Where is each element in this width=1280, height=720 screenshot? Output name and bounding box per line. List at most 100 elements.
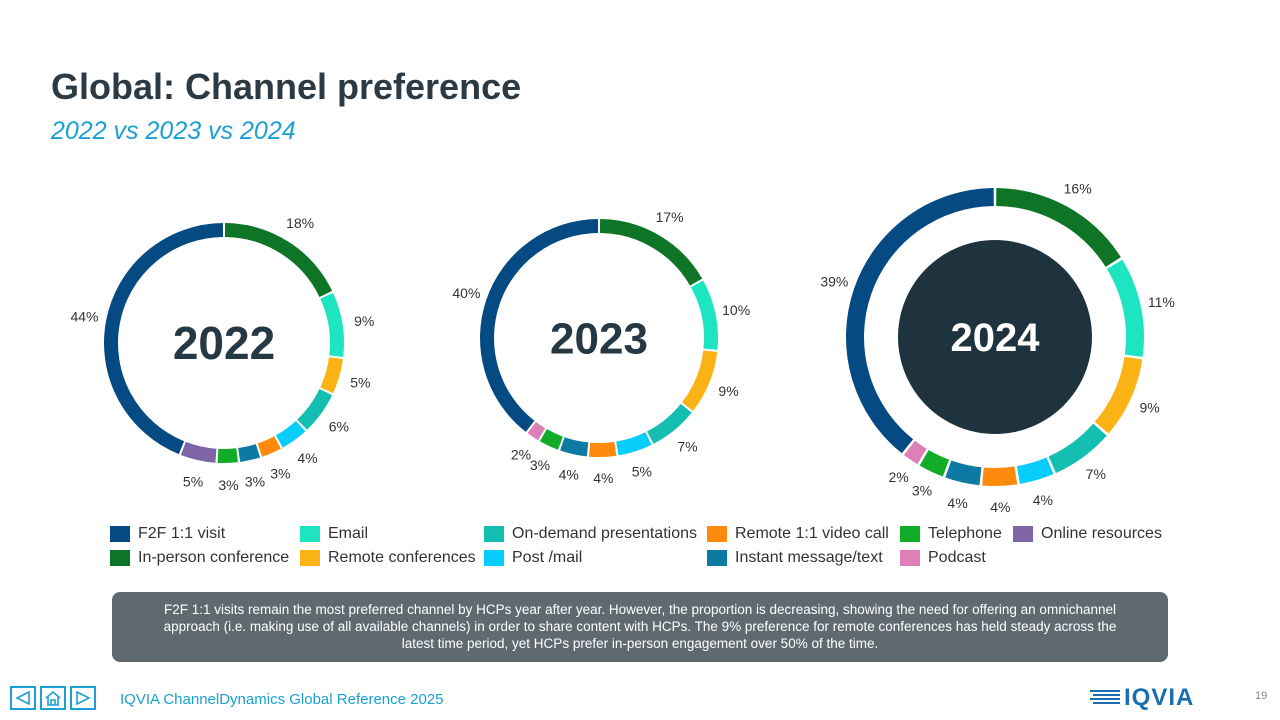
donut-year-label: 2022 (173, 317, 275, 369)
donut-slice-f2f-1-1-visit (846, 188, 994, 454)
donut-slice-email (690, 280, 718, 350)
slice-value-label: 4% (559, 467, 579, 483)
donut-slice-in-person-conference (996, 188, 1121, 268)
legend-swatch (484, 526, 504, 542)
slice-value-label: 2% (888, 469, 908, 485)
legend-swatch (110, 550, 130, 566)
legend-swatch (300, 550, 320, 566)
next-slide-button[interactable] (70, 686, 96, 710)
slide-navigation (10, 686, 96, 710)
donut-charts: 18% 9% 5% 6% 4% 3% 3% 3% 5% 44% 2022 17% 10% 9% 7% 5% 4%… (70, 180, 1175, 514)
donut-slice-on-demand-presentations (297, 388, 333, 430)
donut-slice-podcast (527, 421, 546, 441)
summary-callout: F2F 1:1 visits remain the most preferred… (112, 592, 1168, 662)
donut-slice-on-demand-presentations (1048, 423, 1107, 473)
slice-value-label: 7% (677, 438, 697, 454)
donut-slice-online-resources (180, 441, 217, 463)
donut-slice-email (1106, 259, 1144, 357)
donut-chart-2022: 18% 9% 5% 6% 4% 3% 3% 3% 5% 44% 2022 (70, 215, 374, 493)
slice-value-label: 4% (1033, 492, 1053, 508)
donut-chart-2024: 16% 11% 9% 7% 4% 4% 4% 3%2% 39% 2024 (820, 180, 1175, 514)
donut-slice-remote-conferences (681, 350, 718, 411)
home-slide-button[interactable] (40, 686, 66, 710)
legend-item-f2f-1-1-visit: F2F 1:1 visit (110, 525, 225, 543)
donut-year-label: 2023 (550, 314, 648, 363)
chart-legend: F2F 1:1 visit In-person conference Email Re… (110, 525, 1190, 575)
legend-swatch (110, 526, 130, 542)
slice-value-label: 9% (1140, 400, 1160, 416)
slice-value-label: 4% (947, 495, 967, 511)
slice-value-label: 3% (245, 474, 265, 490)
logo-text: IQVIA (1124, 684, 1195, 711)
donut-slice-email (320, 292, 344, 357)
slice-value-label: 10% (722, 302, 750, 318)
legend-label: Email (328, 525, 369, 542)
slice-value-label: 16% (1064, 180, 1092, 196)
slice-value-label: 17% (656, 209, 684, 225)
legend-label: F2F 1:1 visit (138, 525, 226, 542)
slice-value-label: 4% (297, 450, 317, 466)
legend-swatch (900, 550, 920, 566)
donut-slice-f2f-1-1-visit (104, 223, 224, 455)
donut-slice-remote-conferences (1094, 356, 1143, 434)
legend-label: Remote conferences (328, 549, 476, 566)
slice-value-label: 3% (912, 482, 932, 498)
legend-item-remote-1-1-video-call: Remote 1:1 video call (707, 525, 889, 543)
legend-label: Telephone (928, 525, 1002, 542)
legend-label: On-demand presentations (512, 525, 697, 542)
legend-label: Post /mail (512, 549, 583, 566)
donut-slice-post-mail (275, 420, 306, 448)
legend-item-email: Email (300, 525, 368, 543)
slice-value-label: 3% (218, 477, 238, 493)
legend-item-remote-conferences: Remote conferences (300, 549, 476, 567)
legend-item-podcast: Podcast (900, 549, 986, 567)
slice-value-label: 7% (1086, 466, 1106, 482)
slice-value-label: 5% (632, 463, 652, 479)
slice-value-label: 9% (718, 383, 738, 399)
page-title: Global: Channel preference (51, 66, 522, 107)
donut-slice-f2f-1-1-visit (480, 219, 599, 432)
legend-item-instant-message-text: Instant message/text (707, 549, 883, 567)
legend-swatch (707, 526, 727, 542)
legend-swatch (484, 550, 504, 566)
donut-slice-on-demand-presentations (646, 403, 692, 444)
donut-slice-remote-1-1-video-call (588, 441, 617, 457)
legend-item-post-mail: Post /mail (484, 549, 582, 567)
logo-lines-icon (1090, 690, 1120, 704)
legend-label: Online resources (1041, 525, 1162, 542)
prev-icon (15, 691, 30, 705)
donut-slice-post-mail (615, 432, 652, 456)
legend-label: Remote 1:1 video call (735, 525, 889, 542)
slice-value-label: 6% (329, 418, 349, 434)
donut-slice-remote-1-1-video-call (982, 466, 1018, 486)
slice-value-label: 44% (70, 308, 98, 324)
donut-slice-post-mail (1016, 457, 1054, 484)
slice-value-label: 11% (1148, 294, 1175, 310)
legend-label: Podcast (928, 549, 986, 566)
slice-value-label: 2% (511, 446, 531, 462)
legend-item-online-resources: Online resources (1013, 525, 1162, 543)
slice-value-label: 3% (270, 465, 290, 481)
slice-value-label: 4% (593, 470, 613, 486)
slice-value-label: 39% (820, 273, 848, 289)
legend-item-telephone: Telephone (900, 525, 1002, 543)
donut-chart-2023: 17% 10% 9% 7% 5% 4% 4% 3%2% 40% 2023 (452, 209, 750, 486)
donut-slice-in-person-conference (224, 223, 333, 298)
legend-label: Instant message/text (735, 549, 883, 566)
donut-slice-in-person-conference (599, 219, 703, 286)
donut-slice-telephone (217, 448, 238, 463)
donut-slice-instant-message-text (560, 437, 589, 457)
legend-swatch (300, 526, 320, 542)
donut-slice-telephone (919, 449, 950, 477)
legend-swatch (1013, 526, 1033, 542)
legend-swatch (707, 550, 727, 566)
legend-label: In-person conference (138, 549, 290, 566)
donut-slice-instant-message-text (945, 460, 982, 486)
donut-slice-remote-1-1-video-call (257, 436, 281, 457)
donut-slice-podcast (903, 440, 927, 465)
prev-slide-button[interactable] (10, 686, 36, 710)
donut-center-fill (898, 240, 1092, 434)
home-icon (45, 690, 61, 706)
slice-value-label: 18% (286, 215, 314, 231)
iqvia-logo: IQVIA (1090, 684, 1194, 712)
